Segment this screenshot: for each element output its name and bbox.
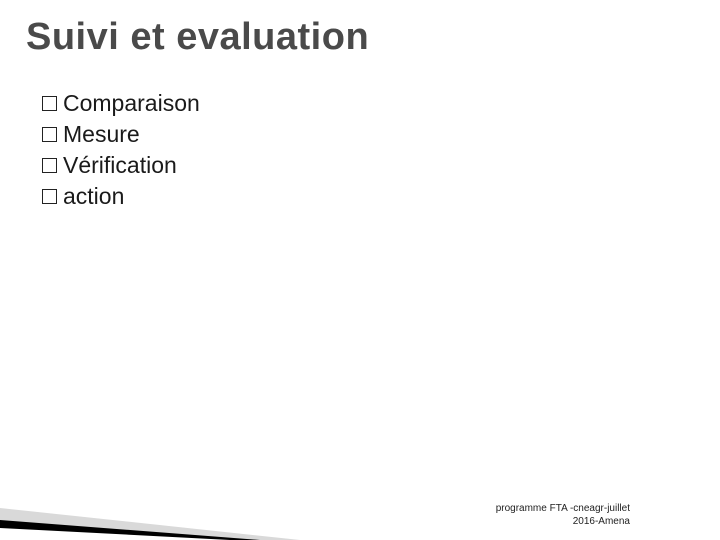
checkbox-bullet-icon xyxy=(42,158,57,173)
list-item: action xyxy=(42,183,200,210)
bullet-list: Comparaison Mesure Vérification action xyxy=(42,90,200,214)
slide: Suivi et evaluation Comparaison Mesure V… xyxy=(0,0,720,540)
accent-poly-2 xyxy=(0,520,260,540)
slide-title: Suivi et evaluation xyxy=(26,16,369,59)
list-item-label: Comparaison xyxy=(63,90,200,117)
list-item: Mesure xyxy=(42,121,200,148)
list-item-label: action xyxy=(63,183,124,210)
accent-poly-1 xyxy=(0,508,300,540)
checkbox-bullet-icon xyxy=(42,189,57,204)
footer-line1: programme FTA -cneagr-juillet xyxy=(496,503,630,516)
list-item: Vérification xyxy=(42,152,200,179)
accent-poly-3 xyxy=(0,528,230,540)
checkbox-bullet-icon xyxy=(42,96,57,111)
slide-footer: programme FTA -cneagr-juillet 2016-Amena xyxy=(496,503,630,528)
accent-shape-icon xyxy=(0,470,340,540)
checkbox-bullet-icon xyxy=(42,127,57,142)
list-item-label: Vérification xyxy=(63,152,177,179)
list-item-label: Mesure xyxy=(63,121,140,148)
footer-line2: 2016-Amena xyxy=(496,516,630,529)
list-item: Comparaison xyxy=(42,90,200,117)
